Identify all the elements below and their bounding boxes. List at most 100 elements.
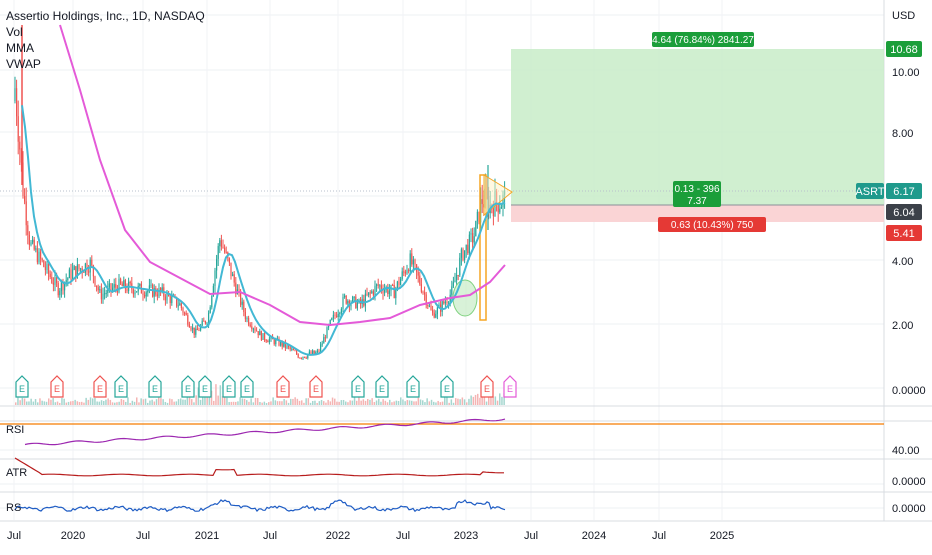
axis-currency: USD: [892, 10, 915, 22]
volume-bar: [169, 398, 171, 405]
atr-tick-label: 0.0000: [892, 476, 926, 488]
volume-bar: [131, 400, 134, 405]
volume-bar: [272, 397, 274, 405]
volume-bar: [158, 397, 160, 405]
candle-body: [294, 350, 296, 352]
volume-bar: [450, 399, 453, 405]
earnings-marker[interactable]: E: [309, 375, 323, 398]
volume-bar: [356, 400, 358, 405]
volume-bar: [246, 400, 248, 405]
earnings-marker[interactable]: E: [198, 375, 212, 398]
indicator-mma[interactable]: MMA: [6, 41, 34, 55]
candle-body: [129, 281, 131, 284]
candle-body: [481, 199, 483, 205]
candle-body: [446, 301, 448, 304]
earnings-marker[interactable]: E: [406, 375, 420, 398]
candle-body: [144, 294, 146, 297]
volume-bar: [96, 401, 98, 405]
volume-bar: [111, 402, 114, 405]
earnings-marker[interactable]: E: [276, 375, 290, 398]
volume-bar: [492, 396, 494, 405]
earnings-marker-shape: [15, 375, 29, 398]
earnings-marker[interactable]: E: [15, 375, 29, 398]
stop-price-tag: 5.41: [886, 225, 922, 241]
earnings-marker[interactable]: E: [503, 375, 517, 398]
volume-bar: [52, 398, 54, 405]
position-stop-bg: [658, 217, 766, 232]
symbol-title[interactable]: Assertio Holdings, Inc., 1D, NASDAQ: [6, 9, 205, 23]
candle-body: [259, 331, 261, 336]
candle-body: [420, 284, 422, 292]
candle-body: [310, 351, 312, 355]
candle-body: [33, 239, 35, 250]
volume-bar: [226, 397, 228, 405]
candle-body: [473, 236, 475, 243]
earnings-marker-label: E: [280, 384, 286, 394]
earnings-marker[interactable]: E: [93, 375, 107, 398]
candle-body: [182, 307, 184, 313]
rs-tick-label: 0.0000: [892, 503, 926, 515]
indicator-vwap[interactable]: VWAP: [6, 57, 41, 71]
candle-body: [232, 274, 234, 277]
earnings-marker-shape: [276, 375, 290, 398]
earnings-marker[interactable]: E: [240, 375, 254, 398]
candle-body: [139, 283, 141, 286]
volume-bar: [118, 401, 120, 405]
earnings-marker-shape: [375, 375, 389, 398]
volume-bar: [41, 400, 43, 405]
earnings-marker[interactable]: E: [440, 375, 454, 398]
earnings-marker[interactable]: E: [480, 375, 494, 398]
volume-bar: [78, 402, 81, 405]
earnings-marker-label: E: [152, 384, 158, 394]
volume-bar: [116, 402, 118, 405]
volume-bar: [241, 398, 244, 405]
candle-body: [355, 296, 357, 309]
candle-body: [331, 318, 333, 320]
position-zones[interactable]: [0, 49, 884, 222]
volume-bar: [481, 396, 483, 405]
volume-bar: [499, 393, 501, 405]
stop-price-tag-bg: [886, 225, 922, 241]
candle-body: [292, 348, 294, 351]
volume-bar: [107, 398, 109, 405]
volume-bar: [435, 402, 437, 405]
indicator-vol[interactable]: Vol: [6, 25, 23, 39]
candle-body: [166, 293, 168, 301]
earnings-marker[interactable]: E: [114, 375, 128, 398]
candle-body: [80, 268, 82, 270]
entry-price-tag: 6.04: [886, 204, 922, 220]
volume-bar: [70, 401, 72, 405]
position-center-bg: [673, 181, 721, 207]
volume-bar: [252, 402, 255, 405]
candle-body: [280, 341, 282, 346]
candle-body: [403, 271, 405, 273]
earnings-marker[interactable]: E: [222, 375, 236, 398]
candle-body: [203, 320, 205, 322]
earnings-marker[interactable]: E: [351, 375, 365, 398]
candle-body: [118, 278, 120, 293]
candle-body: [185, 312, 187, 316]
candle-body: [96, 285, 98, 288]
volume-bar: [191, 399, 193, 405]
earnings-marker[interactable]: E: [181, 375, 195, 398]
earnings-marker-shape: [148, 375, 162, 398]
earnings-marker[interactable]: E: [148, 375, 162, 398]
earnings-marker[interactable]: E: [375, 375, 389, 398]
volume-bar: [28, 401, 30, 405]
rsi-tick-label: 40.00: [892, 445, 920, 457]
candle-body: [113, 284, 115, 288]
volume-bar: [39, 398, 41, 405]
volume-bar: [235, 401, 237, 405]
price-tick-label: 10.00: [892, 67, 920, 79]
position-center-line2: 7.37: [687, 196, 707, 207]
volume-bar: [48, 398, 50, 405]
earnings-marker[interactable]: E: [50, 375, 64, 398]
volume-bar: [301, 400, 303, 405]
position-stop-label: 0.63 (10.43%) 750: [658, 217, 766, 232]
candle-body: [145, 292, 147, 297]
volume-bar: [72, 400, 74, 405]
volume-bar: [466, 402, 468, 405]
